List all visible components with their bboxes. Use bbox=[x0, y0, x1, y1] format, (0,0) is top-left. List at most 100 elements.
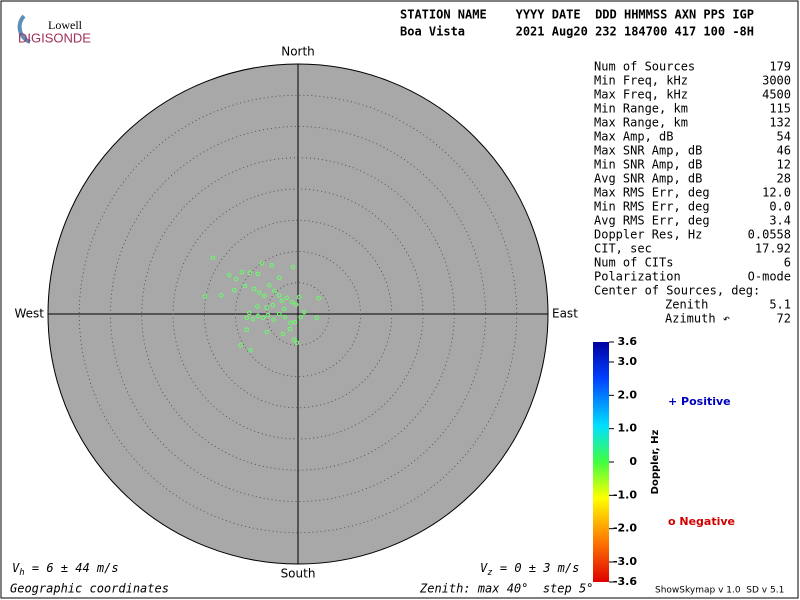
stat-value: 12 bbox=[777, 158, 791, 172]
source-point bbox=[298, 314, 303, 320]
vh-label: Vh = 6 ± 44 m/s bbox=[12, 561, 119, 578]
legend-positive: + Positive bbox=[668, 395, 731, 408]
colorbar bbox=[593, 342, 609, 582]
colorbar-tick-label: 2.0 bbox=[618, 388, 638, 401]
stat-label: Azimuth ↶ bbox=[665, 312, 730, 326]
range-ring bbox=[110, 126, 486, 502]
coords-label: Geographic coordinates bbox=[10, 582, 169, 596]
source-point bbox=[265, 312, 271, 318]
header-line: Boa Vista 2021 Aug20 232 184700 417 100 … bbox=[400, 25, 754, 39]
source-point bbox=[282, 314, 288, 320]
stat-value: 115 bbox=[769, 102, 791, 116]
legend-negative: o Negative bbox=[668, 515, 735, 528]
source-point bbox=[259, 261, 265, 266]
colorbar-tick-label: -1.0 bbox=[613, 488, 637, 501]
stat-value: 46 bbox=[777, 144, 791, 158]
source-point bbox=[271, 317, 276, 322]
source-point bbox=[255, 271, 261, 277]
source-point bbox=[271, 288, 277, 294]
source-point bbox=[290, 264, 296, 270]
stat-value: 54 bbox=[777, 130, 791, 144]
source-point bbox=[280, 331, 286, 337]
colorbar-tick-label: -3.0 bbox=[613, 555, 637, 568]
source-point bbox=[260, 315, 266, 321]
stat-label: CIT, sec bbox=[594, 242, 652, 256]
stat-label: Polarization bbox=[594, 270, 681, 284]
colorbar-tick-label: 0 bbox=[629, 455, 637, 468]
source-point bbox=[293, 302, 299, 307]
vz-label: Vz = 0 ± 3 m/s bbox=[480, 561, 579, 578]
source-point bbox=[276, 292, 282, 298]
stat-value: 17.92 bbox=[755, 242, 791, 256]
source-point bbox=[287, 326, 293, 332]
source-point bbox=[296, 294, 302, 300]
stat-value: 72 bbox=[777, 312, 791, 326]
source-point bbox=[269, 262, 275, 268]
direction: West bbox=[14, 307, 44, 321]
source-point bbox=[266, 282, 272, 288]
source-point bbox=[288, 320, 293, 326]
source-point bbox=[270, 302, 276, 308]
source-point bbox=[292, 319, 298, 325]
stat-label: Num of CITs bbox=[594, 256, 673, 270]
center-title: Center of Sources, deg: bbox=[594, 284, 760, 298]
source-point bbox=[294, 340, 300, 346]
colorbar-tick-label: 3.0 bbox=[618, 355, 638, 368]
stat-label: Max Amp, dB bbox=[594, 130, 673, 144]
stat-label: Max Range, km bbox=[594, 116, 688, 130]
stat-value: 5.1 bbox=[769, 298, 791, 312]
stat-label: Min RMS Err, deg bbox=[594, 200, 710, 214]
stat-value: O-mode bbox=[748, 270, 791, 284]
stat-value: 28 bbox=[777, 172, 791, 186]
source-point bbox=[255, 313, 261, 319]
zenith-label: Zenith: max 40° step 5° bbox=[419, 582, 593, 596]
range-ring bbox=[235, 251, 361, 377]
source-point bbox=[218, 292, 224, 298]
source-point bbox=[276, 275, 282, 281]
direction: South bbox=[281, 567, 316, 581]
range-ring bbox=[203, 219, 393, 409]
stat-value: 132 bbox=[769, 116, 791, 130]
source-point bbox=[248, 347, 253, 353]
stat-label: Max Freq, kHz bbox=[594, 88, 688, 102]
colorbar-tick-label: -3.6 bbox=[613, 575, 637, 588]
range-ring bbox=[78, 94, 518, 534]
stat-value: 12.0 bbox=[762, 186, 791, 200]
source-point bbox=[279, 298, 285, 304]
source-point bbox=[231, 287, 237, 293]
source-point bbox=[291, 337, 297, 342]
source-point bbox=[210, 255, 216, 261]
stat-value: 4500 bbox=[762, 88, 791, 102]
colorbar-tick-label: 1.0 bbox=[618, 422, 638, 435]
source-point bbox=[255, 304, 260, 309]
source-point bbox=[256, 290, 262, 296]
source-point bbox=[281, 306, 287, 312]
range-ring bbox=[266, 282, 330, 346]
stat-value: 3000 bbox=[762, 74, 791, 88]
source-point bbox=[238, 342, 243, 348]
direction: East bbox=[552, 307, 578, 321]
source-point bbox=[251, 286, 257, 292]
logo-bottom: DIGISONDE bbox=[18, 30, 91, 45]
source-point bbox=[226, 272, 232, 278]
source-point bbox=[244, 327, 250, 332]
source-point bbox=[284, 295, 290, 301]
colorbar-tick-label: 3.6 bbox=[618, 335, 638, 348]
source-point bbox=[239, 269, 245, 275]
stat-label: Min SNR Amp, dB bbox=[594, 158, 702, 172]
logo-arc bbox=[17, 14, 31, 44]
header-line: STATION NAME YYYY DATE DDD HHMMSS AXN PP… bbox=[400, 8, 754, 22]
source-point bbox=[289, 299, 295, 305]
stat-label: Num of Sources bbox=[594, 60, 695, 74]
source-point bbox=[246, 310, 252, 316]
source-point bbox=[233, 276, 239, 282]
source-point bbox=[264, 305, 270, 311]
stat-label: Max RMS Err, deg bbox=[594, 186, 710, 200]
stat-label: Avg SNR Amp, dB bbox=[594, 172, 702, 186]
stat-label: Avg RMS Err, deg bbox=[594, 214, 710, 228]
source-point bbox=[242, 283, 248, 289]
stat-value: 179 bbox=[769, 60, 791, 74]
colorbar-title: Doppler, Hz bbox=[650, 430, 661, 495]
